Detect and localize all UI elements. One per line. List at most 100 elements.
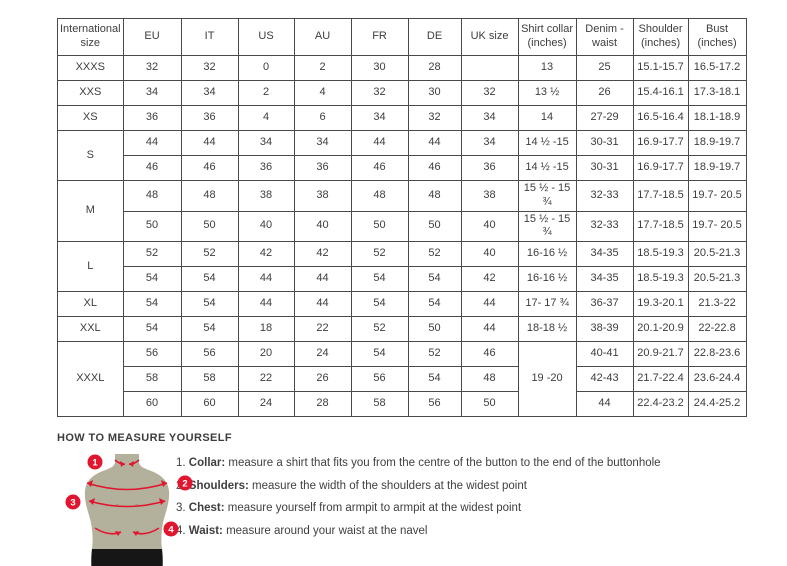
table-cell: 34-35 (575, 241, 634, 267)
table-cell: 16-16 ½ (517, 266, 577, 292)
table-cell: 20.5-21.3 (687, 241, 747, 267)
table-cell: 58 (350, 391, 409, 417)
table-cell: 15.1-15.7 (632, 55, 689, 81)
table-cell: 40-41 (575, 341, 634, 367)
table-cell: 2 (237, 80, 295, 106)
table-cell: 22.4-23.2 (632, 391, 689, 417)
table-cell: 16.5-16.4 (632, 105, 689, 131)
table-cell: 50 (407, 316, 462, 342)
table-cell: 20 (237, 341, 295, 367)
table-row: L 52 52 42 42 52 52 40 16-16 ½ 34-35 18.5-19.3 20.5… (57, 241, 747, 292)
table-cell: XXXL (57, 341, 124, 417)
table-cell: 40 (460, 210, 519, 242)
table-cell: 17- 17 ¾ (517, 291, 577, 317)
table-cell: 56 (407, 391, 462, 417)
table-cell: 13 ½ (517, 80, 577, 106)
header-row: International size EU IT US AU FR DE UK size Shi… (57, 18, 747, 56)
table-cell: 56 (180, 341, 239, 367)
table-cell: 52 (407, 341, 462, 367)
table-cell: 2 (293, 55, 352, 81)
table-cell: 54 (350, 341, 409, 367)
table-cell: 16-16 ½ (517, 241, 577, 267)
badge-2-circle (177, 475, 193, 491)
table-cell: 30-31 (575, 155, 634, 181)
column-header: FR (350, 18, 409, 56)
table-cell: 56 (122, 341, 182, 367)
column-header: Bust (inches) (687, 18, 747, 56)
table-cell: 44 (350, 130, 409, 156)
table-cell: 19 -20 (517, 341, 577, 417)
table-cell: S (57, 130, 124, 181)
table-cell: 17.7-18.5 (632, 210, 689, 242)
table-cell: 19.7- 20.5 (687, 210, 747, 242)
table-cell: 0 (237, 55, 295, 81)
table-cell: 54 (180, 291, 239, 317)
step-description: measure yourself from armpit to armpit a… (224, 502, 522, 515)
table-cell: 30 (407, 80, 462, 106)
column-header: DE (407, 18, 462, 56)
table-cell: 58 (180, 366, 239, 392)
table-cell: 40 (237, 210, 295, 242)
table-cell: 22 (293, 316, 352, 342)
table-cell: 44 (460, 291, 519, 317)
table-cell: 52 (180, 241, 239, 267)
table-cell: 34 (460, 105, 519, 131)
table-row: 58 58 22 26 56 54 48 42-43 21.7-22.4 23.6-24.4 (58, 366, 747, 392)
table-cell: 16.9-17.7 (632, 155, 689, 181)
table-cell: 34 (460, 130, 519, 156)
table-cell: 24 (293, 341, 352, 367)
table-cell: 25 (575, 55, 634, 81)
table-cell: 54 (350, 291, 409, 317)
table-cell: 48 (350, 180, 409, 212)
table-cell: 44 (122, 130, 182, 156)
table-cell: 32-33 (575, 180, 634, 212)
table-cell: 54 (407, 366, 462, 392)
table-cell: 50 (460, 391, 519, 417)
table-cell: 26 (293, 366, 352, 392)
table-cell: 46 (122, 155, 182, 181)
table-cell: 42 (460, 266, 519, 292)
table-cell: 22.8-23.6 (687, 341, 747, 367)
column-header: EU (122, 18, 182, 56)
table-cell: 58 (122, 366, 182, 392)
table-cell: 16.5-17.2 (687, 55, 747, 81)
table-cell: 14 ½ -15 (517, 130, 577, 156)
table-row: 60 60 24 28 58 56 50 44 22.4-23.2 24.4-25.2 (58, 391, 747, 417)
table-cell: 36 (293, 155, 352, 181)
measure-section: HOW TO MEASURE YOURSELF (57, 432, 757, 566)
table-cell: 44 (460, 316, 519, 342)
table-cell: 19.3-20.1 (632, 291, 689, 317)
table-cell: 6 (293, 105, 352, 131)
step-number: 4. (176, 524, 189, 537)
table-row: 46 46 36 36 46 46 36 14 ½ -15 30-31 16.9-17.7 18.9… (58, 155, 747, 181)
table-cell: 32 (460, 80, 519, 106)
table-cell: 16.9-17.7 (632, 130, 689, 156)
table-cell: 38 (293, 180, 352, 212)
table-row: XXXL 56 56 20 24 54 52 46 19 -20 40-41 20.9-21.7 22… (57, 341, 747, 417)
table-cell: 20.9-21.7 (632, 341, 689, 367)
table-cell: 36 (122, 105, 182, 131)
table-cell: 22-22.8 (687, 316, 747, 342)
table-cell: 40 (460, 241, 519, 267)
table-cell: 48 (180, 180, 239, 212)
table-cell: 18.5-19.3 (632, 266, 689, 292)
table-row: XL 54 54 44 44 54 54 44 17- 17 ¾ 36-37 19.3-20.1 21… (57, 291, 747, 317)
measure-arrowheads (87, 461, 167, 536)
column-header: Denim - waist (575, 18, 634, 56)
table-cell: 54 (180, 266, 239, 292)
table-cell: 38 (460, 180, 519, 212)
table-cell: 21.7-22.4 (632, 366, 689, 392)
step-description: measure around your waist at the navel (222, 524, 428, 537)
table-row: XXXS 32 32 0 2 30 28 13 25 15.1-15.7 16.5-17.2 (57, 55, 747, 81)
step-term: Shoulders: (188, 479, 249, 492)
table-cell: 23.6-24.4 (687, 366, 747, 392)
table-cell: 44 (575, 391, 634, 417)
table-cell: 54 (180, 316, 239, 342)
table-cell: 50 (350, 210, 409, 242)
table-cell: 54 (122, 266, 182, 292)
table-cell: XXL (57, 316, 124, 342)
table-cell: L (57, 241, 124, 292)
table-row: 50 50 40 40 50 50 40 15 ½ - 15 ¾ 32-33 17.7-18.5 1… (58, 210, 747, 242)
mannequin-figure: 1 2 3 4 (65, 454, 193, 566)
table-cell: 60 (180, 391, 239, 417)
